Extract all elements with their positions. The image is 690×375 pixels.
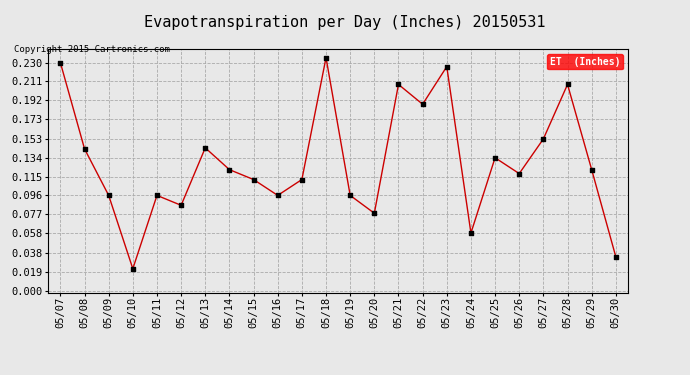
Point	[272, 192, 284, 198]
Point	[538, 136, 549, 142]
Point	[152, 192, 163, 198]
Point	[79, 146, 90, 152]
Legend: ET  (Inches): ET (Inches)	[546, 54, 623, 69]
Point	[610, 254, 621, 260]
Point	[586, 166, 597, 172]
Point	[562, 81, 573, 87]
Point	[55, 60, 66, 66]
Point	[200, 145, 211, 151]
Point	[417, 101, 428, 107]
Point	[513, 171, 524, 177]
Point	[442, 64, 453, 70]
Point	[127, 266, 138, 272]
Point	[368, 210, 380, 216]
Point	[104, 192, 115, 198]
Point	[465, 230, 476, 236]
Point	[224, 166, 235, 172]
Point	[490, 155, 501, 161]
Point	[393, 81, 404, 87]
Text: Copyright 2015 Cartronics.com: Copyright 2015 Cartronics.com	[14, 45, 170, 54]
Point	[297, 177, 308, 183]
Point	[320, 55, 331, 61]
Point	[248, 177, 259, 183]
Text: Evapotranspiration per Day (Inches) 20150531: Evapotranspiration per Day (Inches) 2015…	[144, 15, 546, 30]
Point	[344, 192, 356, 198]
Point	[175, 202, 186, 208]
